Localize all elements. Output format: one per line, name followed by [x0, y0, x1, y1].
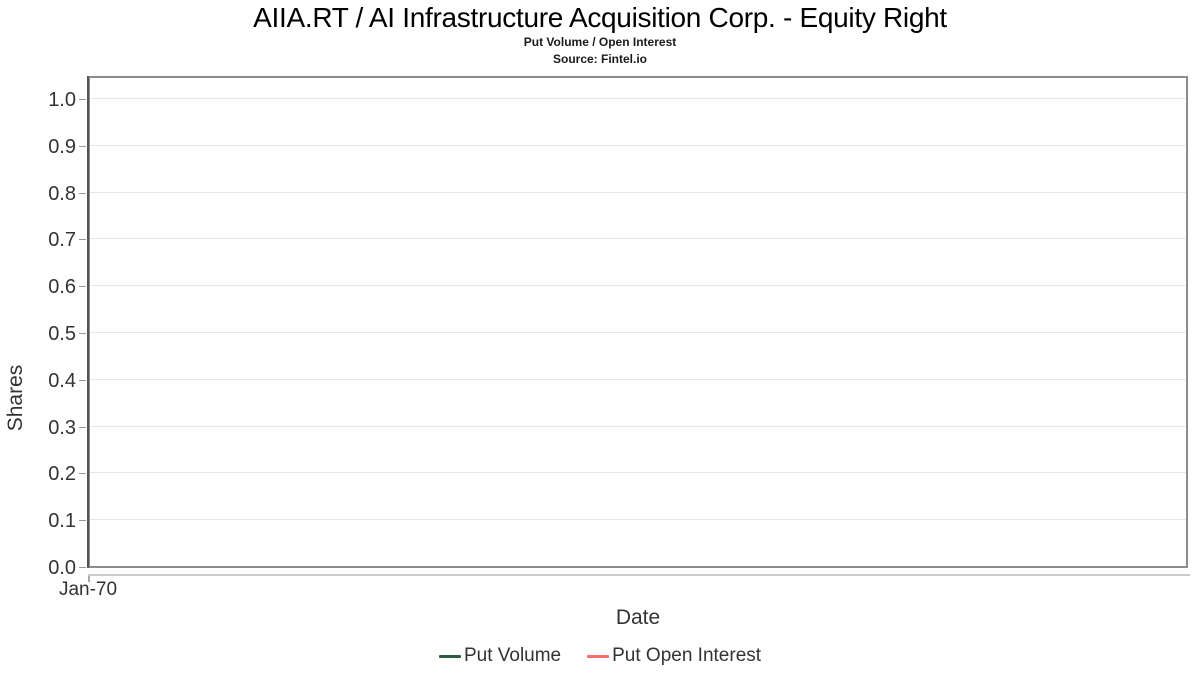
legend-label-put-volume: Put Volume	[463, 645, 562, 666]
legend-label-put-open-interest: Put Open Interest	[612, 645, 762, 666]
put-volume-line-swatch	[438, 654, 461, 658]
y-tick-mark	[79, 192, 86, 194]
chart-source-attribution: Source: Fintel.io	[552, 52, 647, 66]
y-tick-mark	[79, 520, 86, 522]
y-gridline	[90, 425, 1186, 427]
y-tick-label: 0.0	[48, 557, 76, 579]
y-tick-mark	[79, 473, 86, 475]
y-gridline	[90, 238, 1186, 240]
y-axis-gutter: Shares 1.0 0.9 0.8 0.7 0.6 0.5 0.4 0.3 0.2 0.1 0.0	[0, 76, 86, 579]
y-gridline	[90, 191, 1186, 193]
y-tick-mark	[79, 426, 86, 428]
y-tick-mark	[79, 333, 86, 334]
plot-area	[88, 76, 1188, 568]
y-gridline	[90, 519, 1186, 521]
y-tick-mark	[79, 379, 86, 381]
y-axis-title: Shares	[4, 364, 27, 432]
y-gridline	[90, 144, 1186, 146]
y-tick-label: 0.7	[48, 229, 76, 252]
chart-subtitle: Put Volume / Open Interest	[523, 35, 677, 49]
y-tick-mark	[79, 145, 86, 147]
x-axis-line	[88, 574, 1190, 576]
legend-item-put-volume: Put Volume	[438, 645, 562, 667]
y-gridline	[90, 378, 1186, 380]
x-axis-title: Date	[615, 606, 661, 629]
x-tick-mark	[88, 576, 90, 582]
legend-item-put-open-interest: Put Open Interest	[587, 645, 761, 667]
y-gridline	[90, 285, 1186, 287]
y-tick-mark	[79, 286, 86, 288]
y-tick-label: 0.3	[48, 416, 76, 439]
y-tick-label: 1.0	[48, 89, 76, 111]
chart-title: AIIA.RT / AI Infrastructure Acquisition …	[253, 2, 947, 33]
y-gridline	[90, 332, 1186, 333]
y-tick-label: 0.5	[48, 323, 76, 345]
legend: Put Volume Put Open Interest	[0, 645, 1200, 667]
y-tick-label: 0.6	[48, 276, 76, 299]
y-tick-mark	[79, 567, 86, 568]
y-axis-line	[87, 76, 89, 568]
y-tick-label: 0.8	[48, 182, 76, 205]
put-open-interest-line-swatch	[587, 654, 610, 658]
x-tick-label: Jan-70	[58, 579, 118, 600]
y-tick-mark	[79, 239, 86, 241]
y-tick-mark	[79, 99, 86, 100]
y-gridline	[90, 472, 1186, 474]
y-tick-label: 0.2	[48, 463, 76, 486]
y-tick-label: 0.4	[48, 369, 76, 392]
y-gridline	[90, 98, 1186, 99]
y-tick-label: 0.9	[48, 135, 76, 158]
y-tick-label: 0.1	[48, 510, 76, 533]
